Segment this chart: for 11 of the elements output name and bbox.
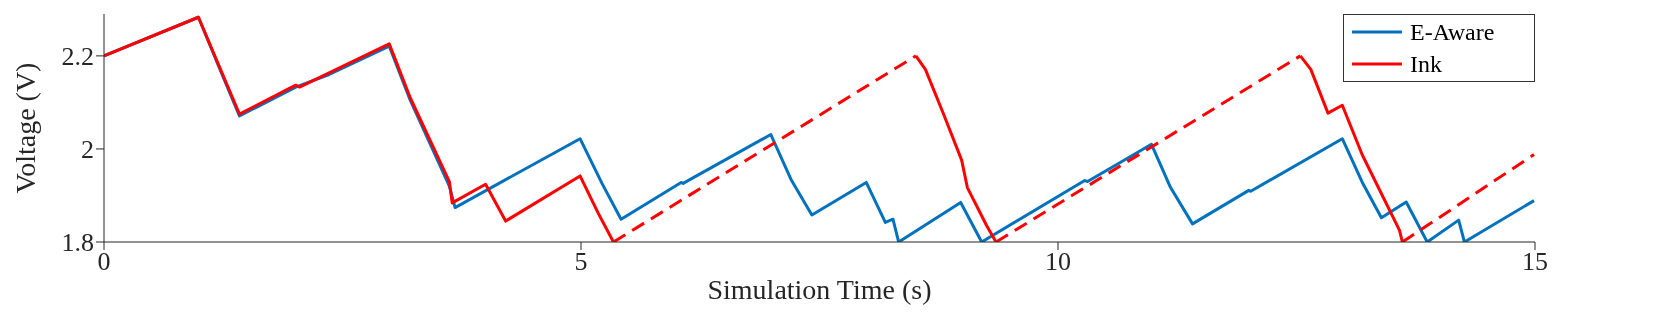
- x-tick-label: 10: [1045, 247, 1071, 277]
- y-tick-label: 2: [81, 135, 94, 165]
- y-axis-title: Voltage (V): [9, 61, 42, 196]
- x-tick-label: 5: [574, 247, 588, 277]
- legend-label: Ink: [1410, 50, 1442, 78]
- x-tick-label: 15: [1522, 247, 1548, 277]
- x-tick-label: 0: [97, 247, 111, 277]
- y-tick-label: 2.2: [61, 42, 94, 72]
- y-tick-label: 1.8: [61, 228, 94, 258]
- legend-label: E-Aware: [1410, 18, 1495, 46]
- x-axis-title: Simulation Time (s): [707, 274, 932, 305]
